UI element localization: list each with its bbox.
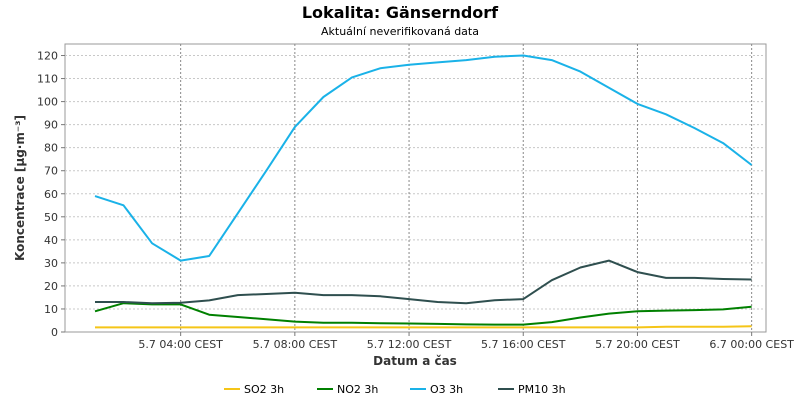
y-tick-label: 90: [44, 119, 58, 132]
y-tick-label: 110: [37, 73, 58, 86]
legend-label-pm10-3h: PM10 3h: [518, 383, 566, 396]
series-line-o3-3h: [94, 54, 753, 262]
x-tick-label: 5.7 04:00 CEST: [138, 338, 223, 351]
y-tick-label: 60: [44, 188, 58, 201]
series-lines: [94, 54, 753, 329]
y-tick-label: 70: [44, 165, 58, 178]
plot-area: [64, 43, 767, 333]
x-axis-ticks: 5.7 04:00 CEST 5.7 08:00 CEST 5.7 12:00 CE…: [138, 332, 794, 351]
y-tick-label: 0: [51, 326, 58, 339]
y-axis-ticks: 0 10 20 30 40 50 60 70 80 90 100 110 120: [37, 50, 65, 339]
x-tick-label: 5.7 16:00 CEST: [481, 338, 566, 351]
chart-subtitle: Aktuální neverifikovaná data: [321, 25, 479, 38]
series-line-pm10-3h: [95, 259, 752, 305]
series-line-so2-3h: [95, 325, 752, 329]
y-axis-label: Koncentrace [µg·m⁻³]: [13, 115, 27, 261]
legend: SO2 3h NO2 3h O3 3h PM10 3h: [224, 383, 566, 396]
y-tick-label: 80: [44, 142, 58, 155]
y-tick-label: 40: [44, 234, 58, 247]
legend-label-so2-3h: SO2 3h: [244, 383, 284, 396]
x-tick-label: 6.7 00:00 CEST: [709, 338, 794, 351]
legend-label-o3-3h: O3 3h: [430, 383, 463, 396]
x-tick-label: 5.7 20:00 CEST: [595, 338, 680, 351]
y-tick-label: 10: [44, 303, 58, 316]
chart-title: Lokalita: Gänserndorf: [302, 3, 499, 22]
x-tick-label: 5.7 08:00 CEST: [253, 338, 338, 351]
series-line-no2-3h: [94, 302, 752, 326]
y-tick-label: 100: [37, 96, 58, 109]
y-tick-label: 120: [37, 50, 58, 63]
legend-label-no2-3h: NO2 3h: [337, 383, 378, 396]
x-axis-label: Datum a čas: [373, 354, 457, 368]
grid: [65, 44, 766, 332]
y-tick-label: 20: [44, 280, 58, 293]
y-tick-label: 30: [44, 257, 58, 270]
x-tick-label: 5.7 12:00 CEST: [367, 338, 452, 351]
y-tick-label: 50: [44, 211, 58, 224]
